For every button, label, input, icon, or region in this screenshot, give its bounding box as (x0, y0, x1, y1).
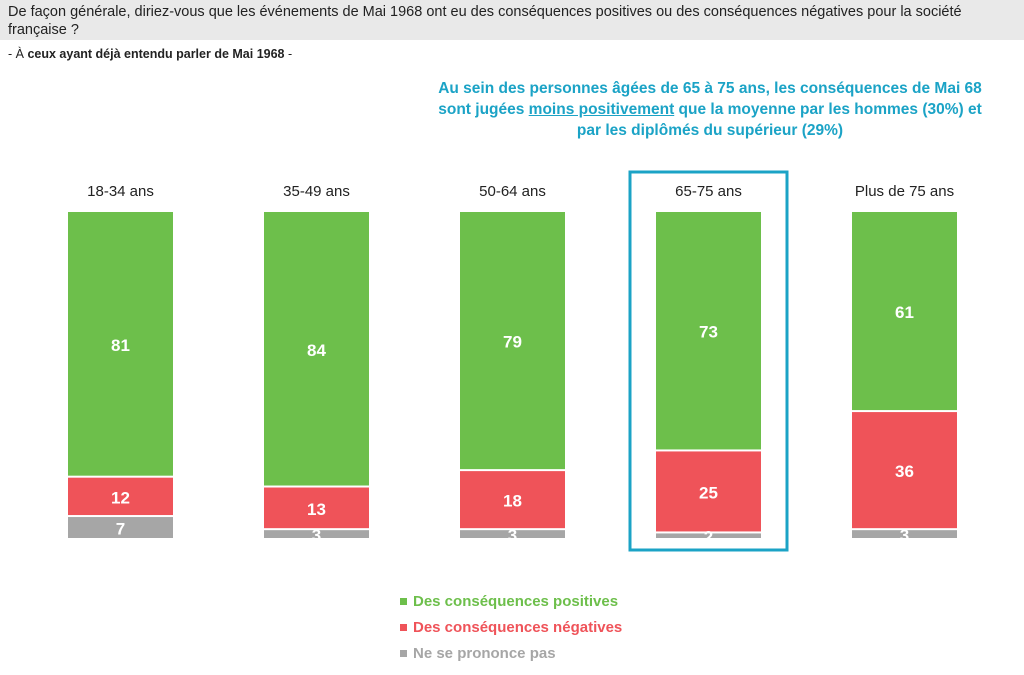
category-label: 18-34 ans (87, 183, 154, 200)
legend-label: Ne se prononce pas (413, 644, 556, 662)
callout-part2: que la moyenne par les hommes (30%) et p… (576, 101, 982, 139)
survey-base-suffix: - (284, 47, 293, 61)
callout-part1: Au sein des personnes âgées de 65 à 75 a… (438, 80, 982, 118)
legend-swatch (400, 597, 407, 605)
highlight-frame (628, 170, 789, 552)
data-label: 73 (699, 323, 718, 342)
bar-segment-no-opinion (852, 530, 957, 538)
bar-segment-negative (656, 451, 761, 532)
bar-segment-no-opinion (264, 530, 369, 538)
category-label: Plus de 75 ans (855, 183, 954, 200)
bar-segment-negative (264, 487, 369, 529)
data-label: 12 (111, 488, 130, 507)
survey-base: - À ceux ayant déjà entendu parler de Ma… (8, 47, 292, 61)
bar-segment-no-opinion (68, 517, 173, 538)
data-label: 3 (508, 526, 517, 545)
data-label: 81 (111, 336, 130, 355)
data-label: 79 (503, 333, 522, 352)
survey-question: De façon générale, diriez-vous que les é… (8, 4, 962, 38)
category-label: 65-75 ans (675, 183, 742, 200)
data-label: 61 (895, 303, 914, 322)
survey-base-prefix: - À (8, 47, 28, 61)
legend-label: Des conséquences positives (413, 592, 619, 610)
bar-segment-negative (852, 412, 957, 529)
bar-segment-positive (852, 212, 957, 411)
data-label: 36 (895, 462, 914, 481)
bar-segment-positive (656, 212, 761, 450)
bar-segment-positive (264, 212, 369, 486)
callout-text: Au sein des personnes âgées de 65 à 75 a… (430, 78, 990, 141)
data-label: 7 (116, 520, 125, 539)
bar-segment-no-opinion (656, 533, 761, 538)
data-label: 3 (900, 526, 909, 545)
data-label: 3 (312, 526, 321, 545)
data-label: 84 (307, 341, 326, 360)
legend-item: Ne se prononce pas (400, 640, 622, 666)
data-label: 25 (699, 483, 718, 502)
legend-swatch (400, 623, 407, 631)
legend-item: Des conséquences négatives (400, 614, 622, 640)
category-label: 50-64 ans (479, 183, 546, 200)
bar-segment-no-opinion (460, 530, 565, 538)
data-label: 13 (307, 500, 326, 519)
legend-item: Des conséquences positives (400, 588, 622, 614)
bar-segment-positive (68, 212, 173, 476)
legend-swatch (400, 649, 407, 657)
bar-segment-negative (460, 471, 565, 529)
chart-legend: Des conséquences positives Des conséquenc… (400, 588, 622, 666)
bar-segment-negative (68, 477, 173, 516)
question-bar (0, 0, 1024, 40)
data-label: 2 (704, 528, 713, 547)
survey-base-bold: ceux ayant déjà entendu parler de Mai 19… (27, 47, 285, 61)
category-label: 35-49 ans (283, 183, 350, 200)
data-label: 18 (503, 492, 522, 511)
callout-underlined: moins positivement (528, 101, 675, 118)
legend-label: Des conséquences négatives (413, 618, 623, 636)
bar-segment-positive (460, 212, 565, 470)
